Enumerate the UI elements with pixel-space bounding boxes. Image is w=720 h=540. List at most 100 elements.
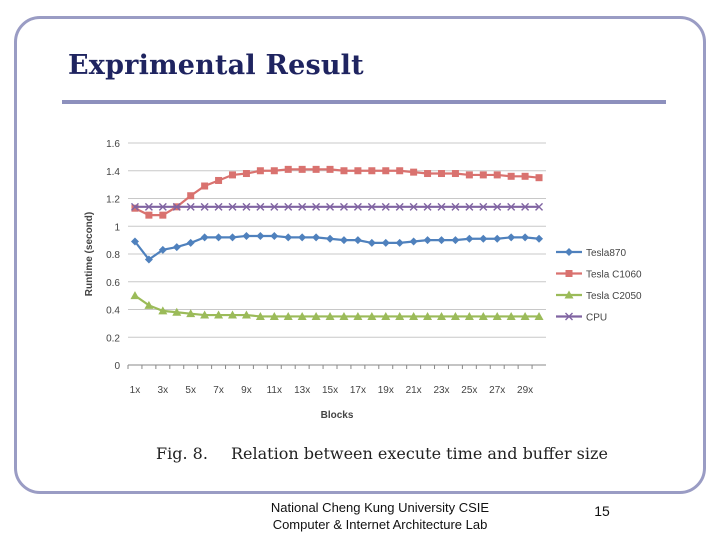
figure-caption: Fig. 8. Relation between execute time an…: [156, 444, 608, 463]
data-point-tesla-c2050: [144, 300, 154, 309]
slide-title: Exprimental Result: [68, 50, 364, 81]
data-point-tesla-c1060: [298, 165, 306, 173]
footer: National Cheng Kung University CSIE Comp…: [240, 499, 520, 533]
data-point-cpu: [214, 202, 223, 211]
data-point-tesla870: [535, 234, 544, 243]
data-point-tesla870: [312, 233, 321, 242]
data-point-tesla870: [186, 238, 195, 247]
caption-figure-number: Fig. 8.: [156, 444, 208, 463]
y-tick-label: 1.4: [106, 167, 120, 178]
y-tick-label: 0.8: [106, 250, 120, 261]
legend-marker-tesla-c1060: [565, 270, 573, 277]
y-tick-label: 0: [114, 361, 120, 372]
x-tick-label: 7x: [213, 385, 224, 396]
legend-label-tesla-c2050: Tesla C2050: [586, 291, 642, 302]
data-point-tesla-c1060: [187, 192, 195, 200]
data-point-tesla-c1060: [507, 172, 515, 180]
data-point-tesla870: [339, 236, 348, 245]
data-point-tesla-c1060: [340, 167, 348, 175]
data-point-tesla-c2050: [534, 311, 544, 320]
data-point-tesla-c1060: [424, 170, 432, 178]
data-point-tesla-c2050: [450, 311, 460, 320]
data-point-tesla-c2050: [395, 311, 405, 320]
data-point-tesla870: [409, 237, 418, 246]
data-point-cpu: [465, 202, 474, 211]
x-tick-label: 13x: [294, 385, 310, 396]
data-point-cpu: [228, 202, 237, 211]
data-point-cpu: [521, 202, 530, 211]
data-point-tesla-c1060: [521, 172, 529, 180]
data-point-tesla-c1060: [159, 211, 167, 219]
data-point-tesla-c2050: [241, 310, 251, 319]
data-point-tesla-c1060: [438, 170, 445, 178]
data-point-tesla-c1060: [326, 165, 334, 173]
data-point-tesla-c2050: [283, 311, 293, 320]
data-point-tesla-c1060: [215, 176, 223, 184]
x-tick-label: 9x: [241, 385, 252, 396]
data-point-cpu: [326, 202, 335, 211]
y-tick-label: 1: [114, 222, 120, 233]
x-tick-label: 5x: [185, 385, 196, 396]
data-point-tesla870: [298, 233, 307, 242]
data-point-cpu: [200, 202, 209, 211]
data-point-tesla870: [172, 243, 181, 252]
data-point-tesla870: [200, 233, 209, 242]
data-point-tesla-c2050: [130, 291, 140, 300]
title-underline: [62, 100, 666, 104]
data-point-cpu: [298, 202, 307, 211]
y-tick-label: 0.4: [106, 306, 120, 317]
data-point-cpu: [242, 202, 251, 211]
data-point-tesla870: [326, 234, 335, 243]
data-point-tesla-c1060: [312, 165, 320, 173]
legend-marker-tesla-c2050: [564, 290, 574, 299]
series-line-tesla-c2050: [134, 294, 540, 318]
data-point-tesla870: [479, 234, 488, 243]
legend-marker-tesla870: [565, 248, 573, 256]
data-point-tesla-c1060: [535, 174, 543, 182]
data-point-tesla870: [367, 238, 376, 247]
data-point-tesla-c2050: [520, 311, 530, 320]
data-point-tesla870: [395, 238, 404, 247]
legend-label-cpu: CPU: [586, 313, 607, 324]
data-point-tesla870: [493, 234, 502, 243]
series-line-tesla870: [134, 234, 540, 262]
x-tick-label: 3x: [158, 385, 169, 396]
data-point-tesla870: [270, 231, 279, 240]
x-tick-label: 27x: [489, 385, 505, 396]
data-point-tesla-c2050: [297, 311, 307, 320]
y-tick-label: 1.6: [106, 139, 120, 150]
data-point-tesla-c2050: [353, 311, 363, 320]
data-point-tesla-c2050: [172, 307, 182, 316]
data-point-tesla-c2050: [255, 311, 265, 320]
data-point-tesla-c1060: [256, 167, 264, 175]
caption-text: Relation between execute time and buffer…: [231, 444, 608, 463]
data-point-cpu: [437, 202, 446, 211]
data-point-cpu: [284, 202, 293, 211]
data-point-cpu: [353, 202, 362, 211]
data-point-tesla-c1060: [465, 171, 473, 179]
x-tick-label: 29x: [517, 385, 533, 396]
y-tick-label: 1.2: [106, 195, 120, 206]
data-point-cpu: [493, 202, 502, 211]
data-point-cpu: [186, 202, 195, 211]
legend-label-tesla-c1060: Tesla C1060: [586, 270, 642, 281]
page-number: 15: [594, 503, 610, 519]
data-point-cpu: [409, 202, 418, 211]
data-point-tesla-c1060: [145, 211, 153, 219]
data-point-tesla-c2050: [464, 311, 474, 320]
data-point-cpu: [381, 202, 390, 211]
data-point-tesla-c2050: [367, 311, 377, 320]
x-tick-label: 25x: [461, 385, 477, 396]
data-point-tesla-c1060: [368, 167, 376, 175]
data-point-cpu: [158, 202, 167, 211]
x-tick-label: 21x: [406, 385, 422, 396]
slide-frame: [14, 16, 706, 494]
footer-line-2: Computer & Internet Architecture Lab: [272, 517, 488, 532]
data-point-cpu: [507, 202, 516, 211]
footer-line-1: National Cheng Kung University CSIE: [270, 500, 490, 515]
data-point-tesla870: [228, 233, 237, 242]
x-tick-label: 11x: [267, 385, 282, 396]
data-point-cpu: [367, 202, 376, 211]
data-point-tesla-c2050: [409, 311, 419, 320]
